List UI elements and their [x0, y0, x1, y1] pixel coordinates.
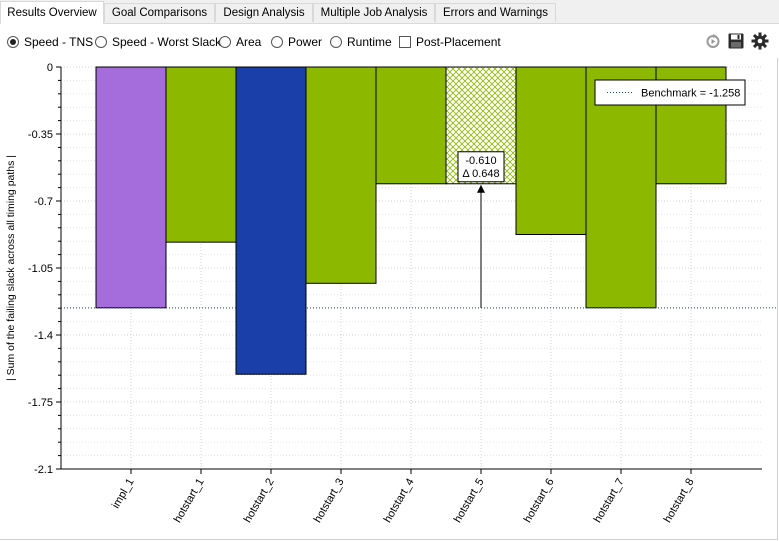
annotation-delta: Δ 0.648 [462, 168, 499, 180]
y-tick-label: -1.4 [34, 330, 53, 342]
checkbox-label: Post-Placement [416, 35, 501, 49]
radio-label: Area [236, 35, 262, 49]
save-icon[interactable] [727, 32, 745, 50]
checkbox-indicator[interactable] [399, 36, 411, 48]
y-tick-label: -1.75 [28, 397, 53, 409]
radio-label: Speed - TNS [24, 35, 94, 49]
delta-arrow-head [477, 184, 485, 193]
radio-indicator[interactable] [95, 36, 107, 48]
tab-results-overview[interactable]: Results Overview [0, 1, 104, 24]
gear-icon[interactable] [751, 32, 769, 50]
radio-indicator[interactable] [7, 36, 19, 48]
y-tick-label: -0.7 [34, 196, 53, 208]
tab-goal-comparisons[interactable]: Goal Comparisons [104, 3, 215, 22]
bar-hotstart-6 [515, 66, 587, 235]
tab-multiple-job-analysis[interactable]: Multiple Job Analysis [313, 3, 435, 22]
radio-area[interactable]: Area [219, 34, 261, 50]
y-tick-label: -2.1 [34, 464, 53, 476]
y-tick-label: 0 [47, 62, 53, 74]
metric-toolbar: Speed - TNS Speed - Worst Slack Area Pow… [0, 24, 779, 58]
y-axis-title: | Sum of the failing slack across all ti… [5, 155, 17, 381]
x-tick-label: impl_1 [110, 477, 137, 511]
legend-label: Benchmark = -1.258 [641, 88, 740, 100]
radio-power[interactable]: Power [271, 34, 322, 50]
x-tick-label: hotstart_4 [382, 477, 417, 525]
radio-runtime[interactable]: Runtime [330, 34, 392, 50]
post-placement-checkbox[interactable]: Post-Placement [399, 34, 501, 50]
radio-label: Power [288, 35, 323, 49]
x-tick-label: hotstart_3 [312, 477, 347, 525]
x-tick-label: hotstart_6 [522, 477, 557, 525]
tab-errors-and-warnings[interactable]: Errors and Warnings [435, 3, 556, 22]
x-tick-label: hotstart_8 [662, 477, 697, 525]
tab-design-analysis[interactable]: Design Analysis [215, 3, 313, 22]
radio-label: Speed - Worst Slack [112, 35, 222, 49]
radio-indicator[interactable] [219, 36, 231, 48]
bar-hotstart-3 [305, 66, 377, 284]
refresh-icon[interactable] [704, 32, 722, 50]
radio-speed-tns[interactable]: Speed - TNS [7, 34, 93, 50]
y-tick-label: -0.35 [28, 129, 53, 141]
radio-indicator[interactable] [271, 36, 283, 48]
x-tick-label: hotstart_7 [592, 477, 627, 525]
bar-hotstart-2 [235, 66, 307, 375]
x-tick-label: hotstart_2 [242, 477, 277, 525]
bar-hotstart-1 [165, 66, 237, 243]
annotation-value: -0.610 [465, 155, 496, 167]
bar-hotstart-7 [585, 66, 657, 309]
x-tick-label: hotstart_1 [172, 477, 207, 525]
radio-indicator[interactable] [330, 36, 342, 48]
y-tick-label: -1.05 [28, 263, 53, 275]
x-tick-label: hotstart_5 [452, 477, 487, 525]
bar-impl-1 [95, 66, 167, 309]
annotation-box [457, 151, 505, 183]
radio-label: Runtime [347, 35, 392, 49]
bar-hotstart-4 [375, 66, 447, 185]
tab-bar: Results Overview Goal Comparisons Design… [0, 0, 779, 24]
radio-speed-worst-slack[interactable]: Speed - Worst Slack [95, 34, 221, 50]
